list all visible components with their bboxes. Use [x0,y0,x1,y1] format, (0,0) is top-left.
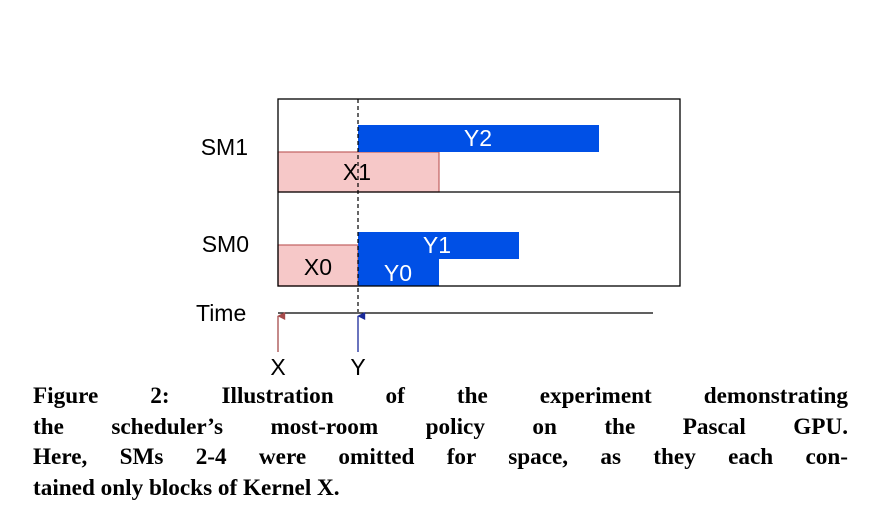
block-x0-label: X0 [304,254,332,280]
block-y1 [358,232,519,259]
caption-line-4: tained only blocks of Kernel X. [33,474,340,501]
sm0-label: SM0 [202,231,249,257]
block-y0-label: Y0 [384,260,412,286]
caption-line-3: Here, SMs 2-4 were omitted for space, as… [33,444,848,470]
sm1-label: SM1 [201,134,248,160]
caption-line-2: the scheduler’s most-room policy on the … [33,413,848,440]
figure-caption: Figure 2: Illustration of the experiment… [33,381,848,503]
caption-line-1: Figure 2: Illustration of the experiment… [33,383,848,409]
block-x1-label: X1 [343,159,371,185]
marker-x-label: X [270,354,285,380]
block-y2-label: Y2 [464,125,492,151]
block-y2 [358,125,599,152]
block-x0 [277,244,359,287]
block-y1-label: Y1 [423,232,451,258]
block-y0 [358,259,439,286]
time-label: Time [196,300,246,326]
marker-y-label: Y [350,354,365,380]
scheduling-diagram: Y2 X1 Y1 X0 Y0 SM1 SM0 Time X Y [196,98,681,380]
